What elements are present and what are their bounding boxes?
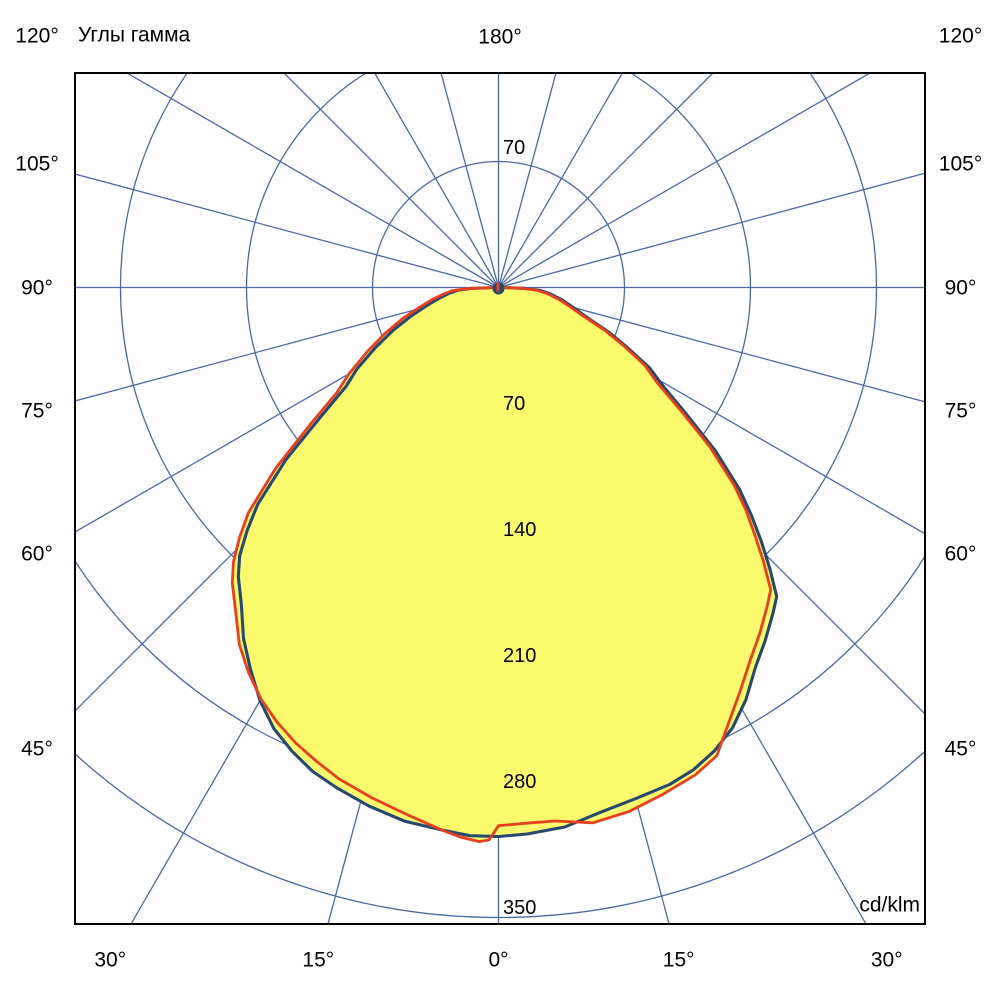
angle-label-180: 180° xyxy=(478,25,522,49)
ring-label: 350 xyxy=(503,896,537,919)
grid-ray xyxy=(498,73,872,289)
angle-label-bottom: 0° xyxy=(488,948,509,972)
angle-label-left: 90° xyxy=(21,276,53,299)
angle-label-right: 60° xyxy=(944,542,977,566)
angle-label-left: 60° xyxy=(21,542,53,566)
ring-label-upper: 70 xyxy=(503,136,526,159)
angle-label-right: 45° xyxy=(944,737,977,761)
angle-label-left: 45° xyxy=(21,737,53,761)
grid-ray xyxy=(283,73,499,288)
grid-ray xyxy=(75,286,499,402)
angle-label-left: 105° xyxy=(15,152,59,176)
grid-ray xyxy=(498,172,925,289)
angle-label-right: 105° xyxy=(938,152,983,176)
grid-ray xyxy=(498,73,714,288)
ring-label: 280 xyxy=(503,770,537,793)
plot-border xyxy=(74,72,926,925)
angle-label-bottom: 15° xyxy=(662,948,695,972)
angle-label-left: 120° xyxy=(15,24,59,48)
curve-c0-c180 xyxy=(236,285,779,839)
grid-ray xyxy=(125,73,499,289)
grid-ray xyxy=(497,73,624,288)
angle-label-bottom: 15° xyxy=(302,948,335,972)
lobe-fill-c90 xyxy=(232,287,771,842)
grid-ray xyxy=(373,73,500,288)
unit-label: cd/klm xyxy=(859,893,920,917)
ring-label: 140 xyxy=(503,518,537,541)
curve-apex-red-mark xyxy=(496,282,500,292)
angle-label-right: 75° xyxy=(944,399,977,423)
angle-label-bottom: 30° xyxy=(94,948,127,972)
angle-label-right: 90° xyxy=(944,276,977,299)
page-title: Углы гамма xyxy=(78,23,191,47)
grid-ray xyxy=(440,73,500,288)
ring-label: 70 xyxy=(503,392,526,415)
grid-ray xyxy=(75,173,499,289)
ring-label: 210 xyxy=(503,644,537,667)
grid-ray xyxy=(498,286,925,403)
curve-c90-c270 xyxy=(230,286,773,843)
angle-label-left: 75° xyxy=(21,399,53,423)
angle-label-right: 120° xyxy=(938,24,983,48)
angle-label-bottom: 30° xyxy=(870,948,903,972)
grid-ray xyxy=(497,73,557,288)
